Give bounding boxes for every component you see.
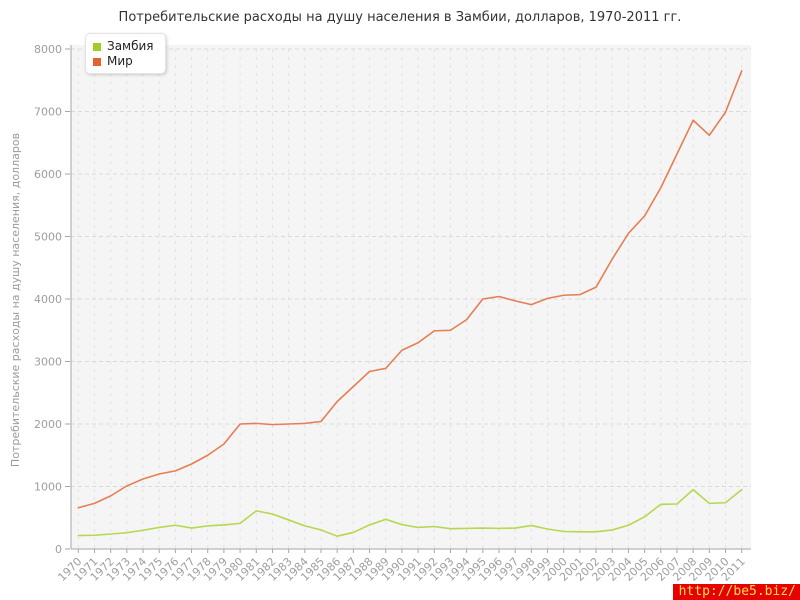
y-tick-label: 8000 [34,43,62,56]
watermark-link[interactable]: http://be5.biz/ [672,584,800,600]
y-tick-label: 1000 [34,481,62,494]
legend-item-zambia[interactable]: Замбия [93,39,154,54]
legend-label-zambia: Замбия [107,39,154,53]
legend: Замбия Мир [85,33,166,74]
y-axis-title: Потребительские расходы на душу населени… [9,132,22,468]
legend-label-mir: Мир [107,54,133,68]
y-tick-label: 7000 [34,106,62,119]
y-tick-label: 6000 [34,168,62,181]
series-line-mir[interactable] [77,70,743,509]
plot-area [71,45,751,549]
y-tick-label: 2000 [34,418,62,431]
zambia-series-swatch-icon [93,42,101,51]
chart-title: Потребительские расходы на душу населени… [118,10,682,25]
y-tick-label: 0 [55,543,62,556]
y-tick-label: 4000 [34,293,62,306]
y-tick-label: 5000 [34,231,62,244]
series-line-zambia[interactable] [77,488,743,537]
mir-series-swatch-icon [93,57,101,66]
y-tick-label: 3000 [34,356,62,369]
legend-item-mir[interactable]: Мир [93,54,154,69]
